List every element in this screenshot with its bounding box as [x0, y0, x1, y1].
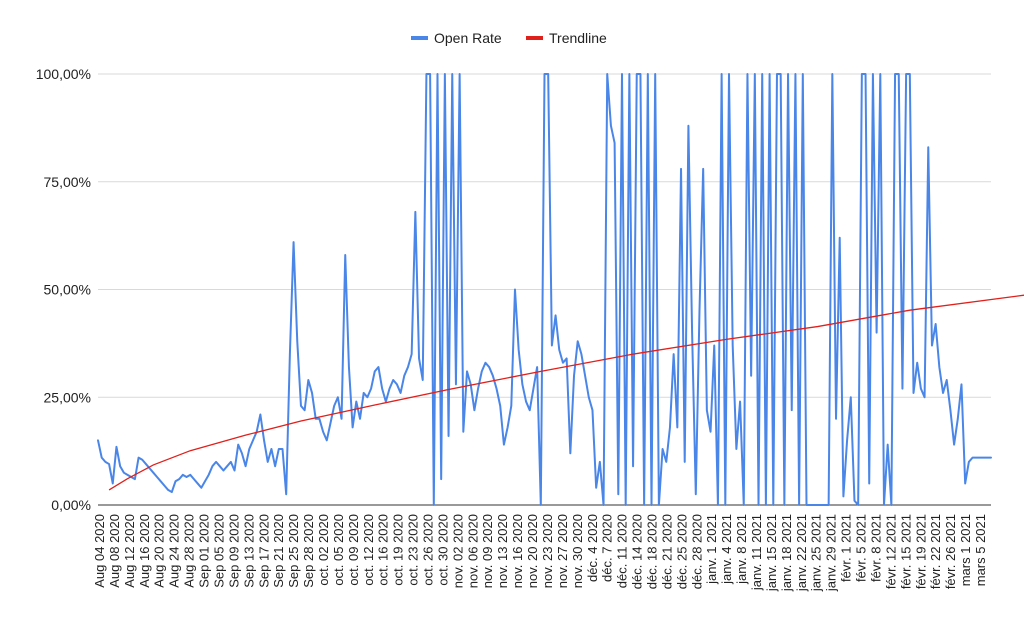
- x-tick-label: nov. 27 2020: [555, 514, 570, 588]
- x-tick-label: Sep 05 2020: [211, 514, 226, 588]
- x-tick-label: janv. 18 2021: [779, 514, 794, 592]
- x-tick-label: Sep 21 2020: [271, 514, 286, 588]
- x-tick-label: janv. 25 2021: [809, 514, 824, 592]
- x-tick-label: déc. 14 2020: [630, 514, 645, 589]
- x-tick-label: déc. 25 2020: [674, 514, 689, 589]
- series-line-trendline: [108, 294, 1024, 491]
- x-tick-label: oct. 30 2020: [435, 514, 450, 586]
- x-tick-label: janv. 22 2021: [794, 514, 809, 592]
- y-tick-label: 100,00%: [36, 66, 91, 82]
- x-axis-ticks: Aug 04 2020 Aug 08 2020 Aug 12 2020 Aug 16 …: [92, 514, 988, 592]
- x-tick-label: janv. 29 2021: [824, 514, 839, 592]
- y-tick-label: 75,00%: [44, 174, 91, 190]
- x-tick-label: oct. 19 2020: [391, 514, 406, 586]
- x-tick-label: janv. 11 2021: [749, 514, 764, 591]
- y-tick-label: 50,00%: [44, 282, 91, 298]
- x-tick-label: oct. 02 2020: [316, 514, 331, 586]
- x-tick-label: nov. 13 2020: [495, 514, 510, 588]
- x-tick-label: nov. 23 2020: [540, 514, 555, 588]
- x-tick-label: oct. 16 2020: [376, 514, 391, 586]
- x-tick-label: Aug 24 2020: [167, 514, 182, 588]
- x-tick-label: Sep 13 2020: [241, 514, 256, 588]
- legend-label: Open Rate: [434, 30, 502, 46]
- y-tick-label: 0,00%: [51, 497, 91, 513]
- x-tick-label: Sep 17 2020: [256, 514, 271, 588]
- series-line-open-rate: [97, 73, 992, 506]
- legend-label: Trendline: [549, 30, 607, 46]
- x-tick-label: Aug 20 2020: [152, 514, 167, 588]
- x-tick-label: Sep 28 2020: [301, 514, 316, 588]
- legend-swatch: [526, 36, 543, 40]
- x-tick-label: nov. 09 2020: [480, 514, 495, 588]
- x-tick-label: Sep 25 2020: [286, 514, 301, 588]
- x-tick-label: mars 5 2021: [973, 514, 988, 586]
- y-tick-label: 25,00%: [44, 389, 91, 405]
- x-tick-label: févr. 1 2021: [839, 514, 854, 582]
- y-axis-ticks: 0,00% 25,00% 50,00% 75,00% 100,00%: [36, 66, 91, 513]
- x-tick-label: oct. 26 2020: [421, 514, 436, 586]
- x-tick-label: nov. 06 2020: [465, 514, 480, 588]
- x-tick-label: févr. 26 2021: [943, 514, 958, 589]
- x-tick-label: nov. 30 2020: [570, 514, 585, 588]
- x-tick-label: mars 1 2021: [958, 514, 973, 586]
- x-tick-label: févr. 22 2021: [928, 514, 943, 589]
- x-tick-label: oct. 05 2020: [331, 514, 346, 586]
- x-tick-label: févr. 15 2021: [898, 514, 913, 589]
- legend: Open Rate Trendline: [411, 30, 607, 46]
- series-layer: [97, 73, 1024, 506]
- x-tick-label: Sep 09 2020: [226, 514, 241, 588]
- x-tick-label: déc. 28 2020: [689, 514, 704, 589]
- x-tick-label: janv. 1 2021: [704, 514, 719, 585]
- x-tick-label: févr. 5 2021: [854, 514, 869, 582]
- x-tick-label: Aug 16 2020: [137, 514, 152, 588]
- x-tick-label: Aug 04 2020: [92, 514, 107, 588]
- x-tick-label: Aug 08 2020: [107, 514, 122, 588]
- x-tick-label: oct. 23 2020: [406, 514, 421, 586]
- x-tick-label: déc. 21 2020: [659, 514, 674, 589]
- legend-swatch: [411, 36, 428, 40]
- x-tick-label: Aug 28 2020: [182, 514, 197, 588]
- x-tick-label: oct. 12 2020: [361, 514, 376, 586]
- x-tick-label: févr. 12 2021: [883, 514, 898, 589]
- x-tick-label: nov. 20 2020: [525, 514, 540, 588]
- x-tick-label: nov. 16 2020: [510, 514, 525, 588]
- x-tick-label: nov. 02 2020: [450, 514, 465, 588]
- x-tick-label: janv. 4 2021: [719, 514, 734, 585]
- x-tick-label: déc. 11 2020: [615, 514, 630, 588]
- x-tick-label: févr. 19 2021: [913, 514, 928, 589]
- x-tick-label: Sep 01 2020: [197, 514, 212, 588]
- x-tick-label: janv. 15 2021: [764, 514, 779, 592]
- x-tick-label: oct. 09 2020: [346, 514, 361, 586]
- x-tick-label: déc. 7 2020: [600, 514, 615, 582]
- x-tick-label: févr. 8 2021: [868, 514, 883, 582]
- x-tick-label: janv. 8 2021: [734, 514, 749, 585]
- x-tick-label: déc. 4 2020: [585, 514, 600, 582]
- x-tick-label: Aug 12 2020: [122, 514, 137, 588]
- x-tick-label: déc. 18 2020: [644, 514, 659, 589]
